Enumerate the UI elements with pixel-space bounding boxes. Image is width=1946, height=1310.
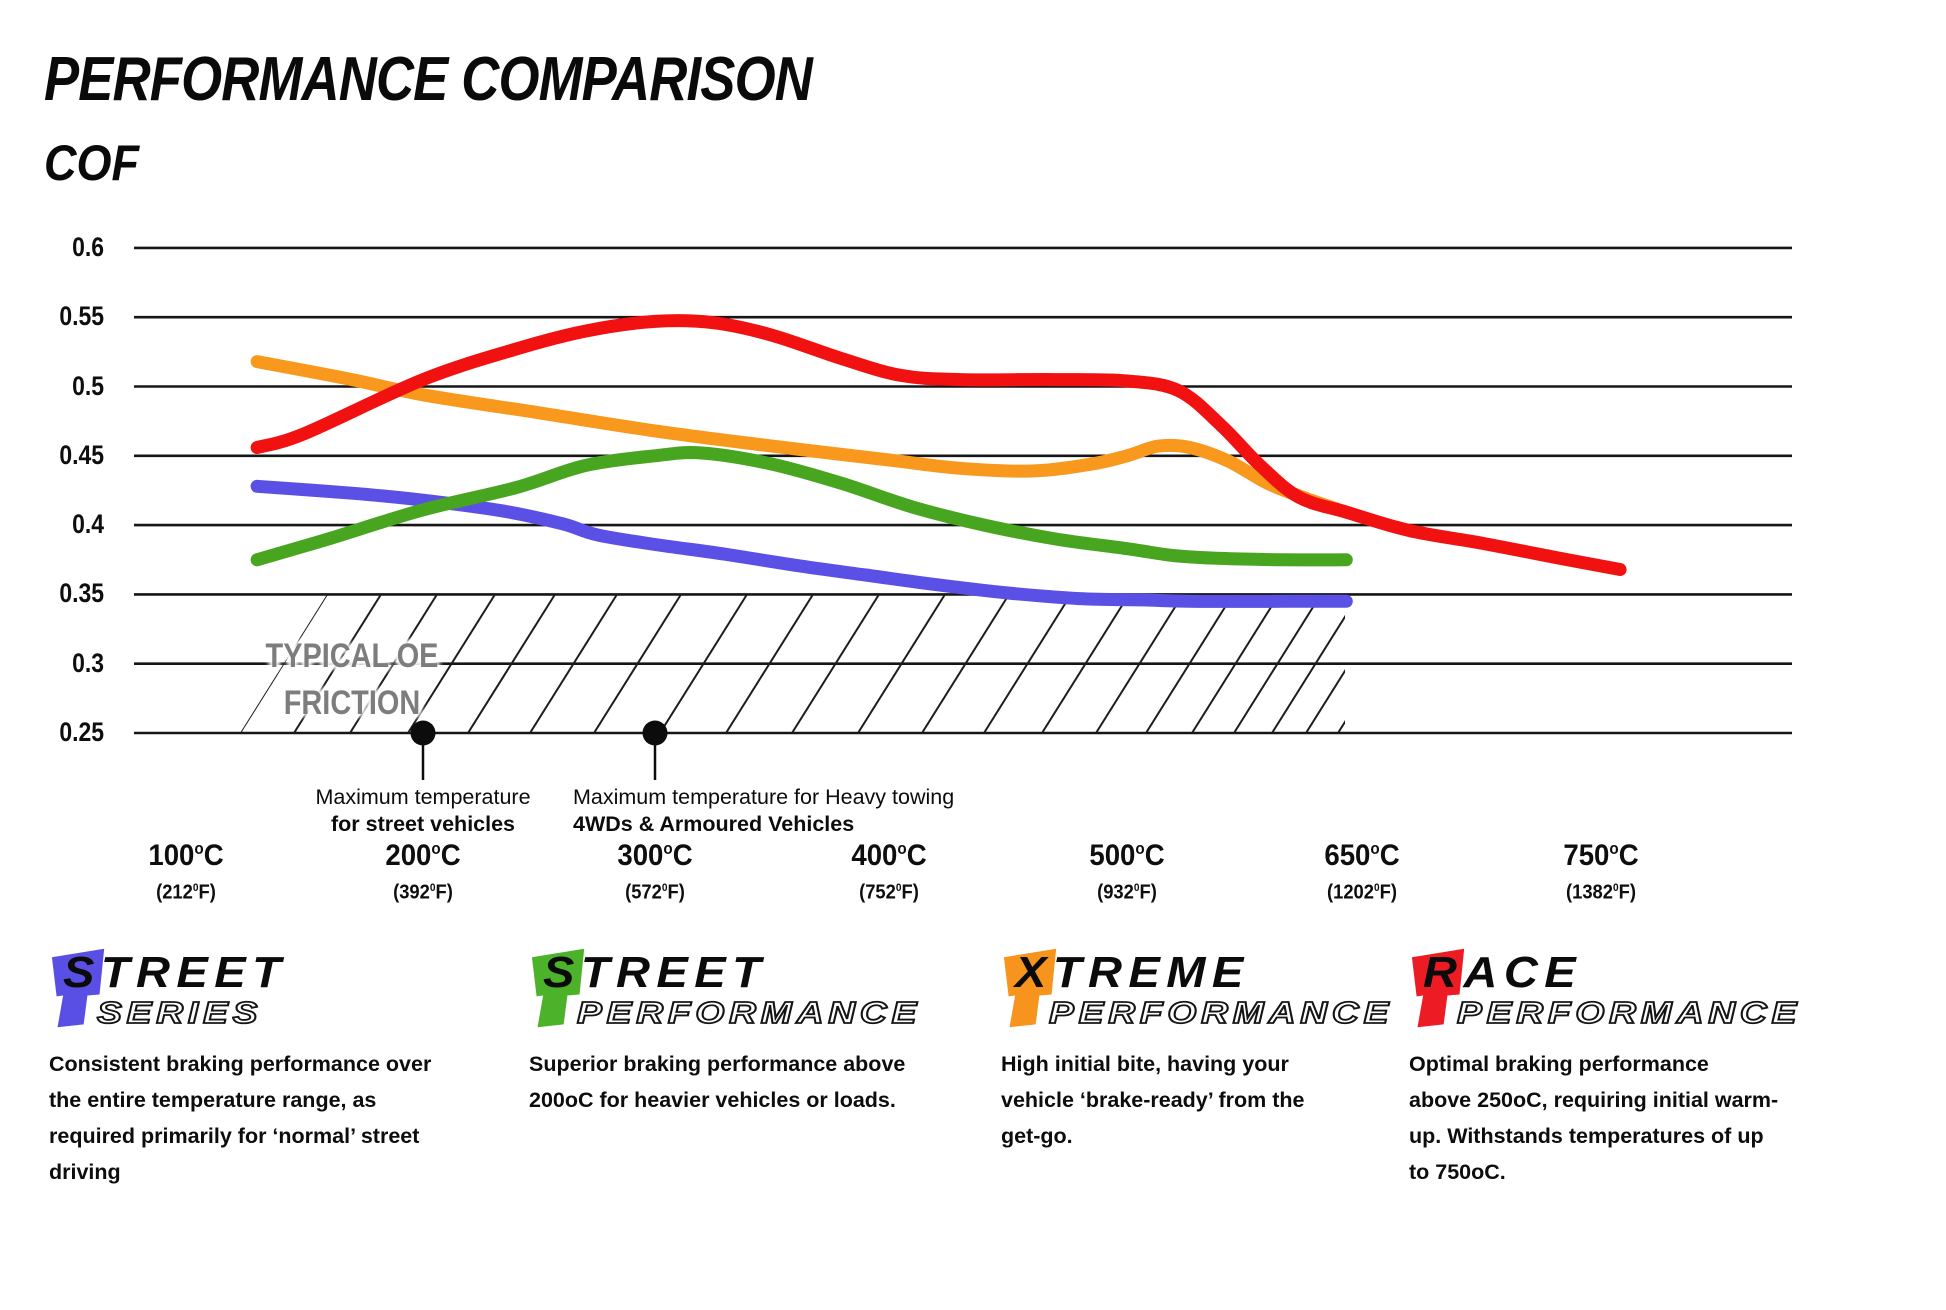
legend-description: Optimal braking performance above 250oC,… (1409, 1052, 1779, 1184)
logo-word-primary: RACE (1423, 948, 1583, 997)
legend-description: Consistent braking performance over the … (49, 1052, 432, 1184)
oe-hatch-zone (240, 594, 1345, 733)
chart-canvas (134, 246, 1792, 780)
logo-word-primary: STREET (63, 948, 288, 997)
logo-word-secondary: PERFORMANCE (576, 994, 922, 1031)
legend-item-street-performance: STREET PERFORMANCE Superior braking perf… (528, 946, 998, 1266)
logo-word-secondary: SERIES (96, 994, 263, 1031)
marker-dot (642, 720, 668, 746)
street-performance-logo-icon (531, 948, 585, 1028)
curve-street-performance (250, 446, 1353, 567)
logo-word-primary: STREET (543, 948, 768, 997)
curve-street-series (250, 479, 1353, 608)
logo-word-secondary: PERFORMANCE (1048, 994, 1394, 1031)
marker-dot (410, 720, 436, 746)
legend-item-street-series: STREET SERIES Consistent braking perform… (48, 946, 518, 1266)
legend-item-xtreme-performance: XTREME PERFORMANCE High initial bite, ha… (1000, 946, 1470, 1266)
logo-word-secondary: PERFORMANCE (1456, 994, 1802, 1031)
oe-zone-label-line1: TYPICAL OE (265, 637, 439, 675)
oe-friction-zone-label: TYPICAL OE FRICTION (253, 633, 450, 727)
curve-xtreme-performance (250, 355, 1355, 520)
legend-description: Superior braking performance above 200oC… (529, 1052, 906, 1112)
page-title: PERFORMANCE COMPARISON (44, 45, 813, 114)
curve-race-performance (250, 314, 1627, 576)
xtreme-performance-logo-icon (1003, 948, 1057, 1028)
oe-zone-label-line2: FRICTION (283, 684, 421, 722)
y-axis-title: COF (44, 135, 139, 191)
legend-item-race-performance: RACE PERFORMANCE Optimal braking perform… (1408, 946, 1878, 1266)
street-series-logo-icon (51, 948, 105, 1028)
legend-description: High initial bite, having your vehicle ‘… (1001, 1052, 1305, 1148)
logo-word-primary: XTREME (1015, 948, 1250, 997)
race-performance-logo-icon (1411, 948, 1465, 1028)
